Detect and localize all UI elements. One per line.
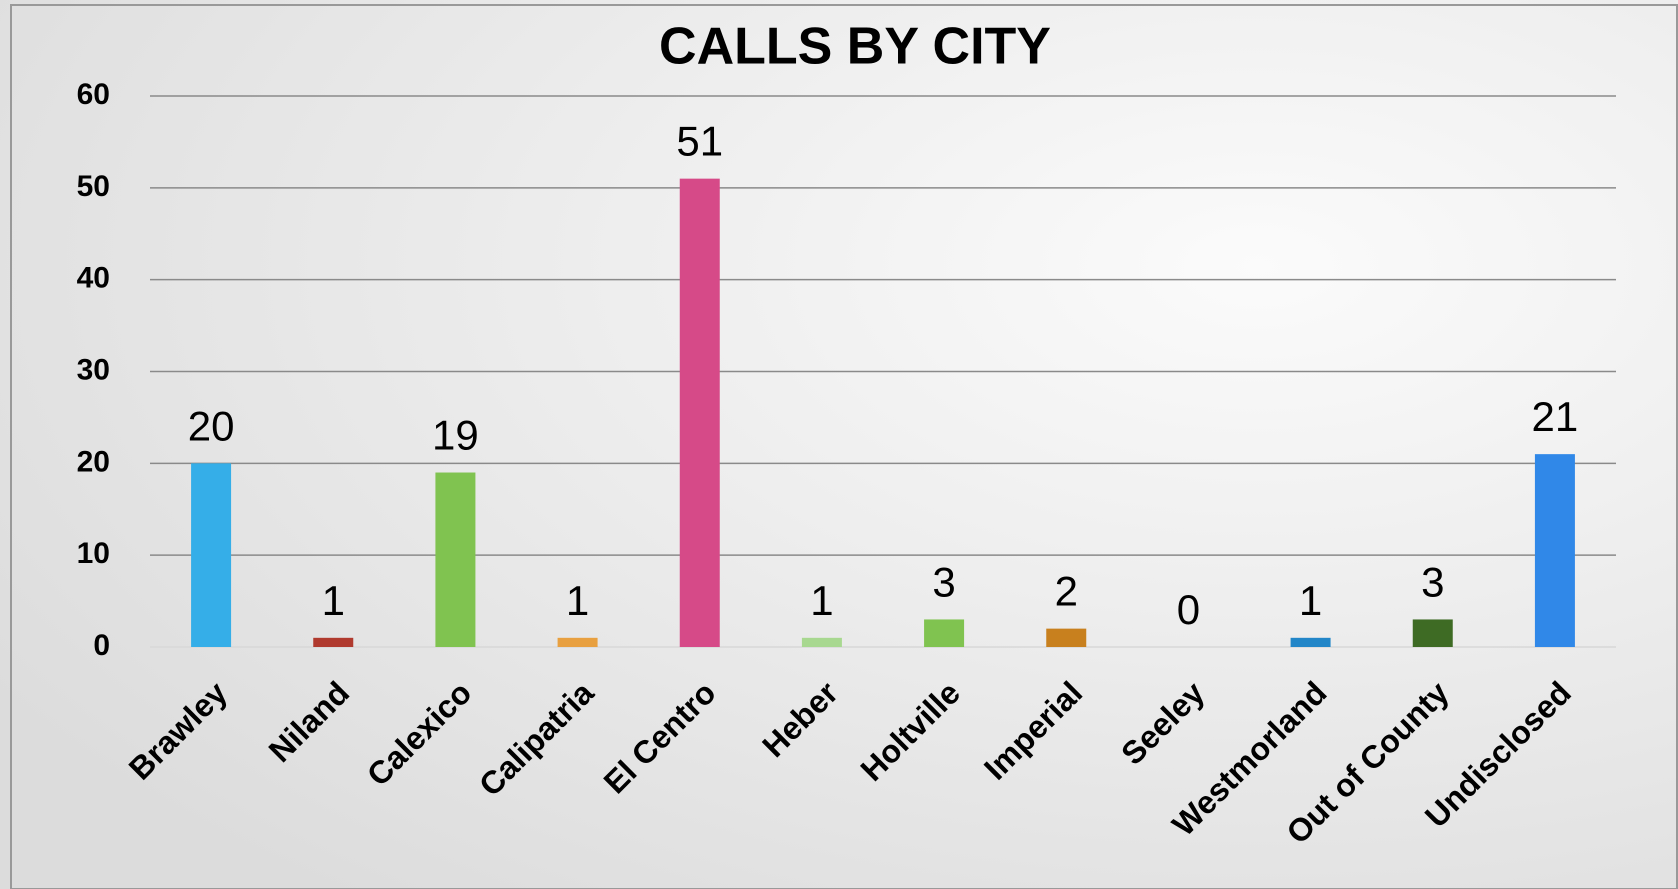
value-label: 21	[1532, 393, 1579, 440]
value-label: 19	[432, 412, 479, 459]
bar	[679, 178, 720, 647]
value-label: 20	[188, 402, 235, 449]
y-tick-label: 50	[77, 170, 110, 203]
value-label: 1	[322, 577, 345, 624]
y-tick-label: 20	[77, 445, 110, 478]
value-label: 2	[1055, 568, 1078, 615]
value-label: 51	[676, 118, 723, 165]
frame	[10, 4, 1678, 889]
bar	[557, 637, 598, 647]
bar	[1046, 628, 1087, 647]
bar	[801, 637, 842, 647]
value-label: 0	[1177, 586, 1200, 633]
y-tick-label: 40	[77, 262, 110, 295]
value-label: 1	[1299, 577, 1322, 624]
bar	[313, 637, 354, 647]
bar	[1412, 619, 1453, 647]
y-tick-label: 30	[77, 353, 110, 386]
bar	[191, 463, 232, 647]
value-label: 1	[810, 577, 833, 624]
bar	[1534, 454, 1575, 647]
value-label: 1	[566, 577, 589, 624]
y-tick-label: 0	[93, 629, 110, 662]
value-label: 3	[932, 559, 955, 606]
bar	[924, 619, 965, 647]
bar	[435, 472, 476, 647]
bar	[1290, 637, 1331, 647]
chart-title: CALLS BY CITY	[659, 18, 1051, 76]
y-tick-label: 10	[77, 537, 110, 570]
y-tick-label: 60	[77, 78, 110, 111]
value-label: 3	[1421, 559, 1444, 606]
